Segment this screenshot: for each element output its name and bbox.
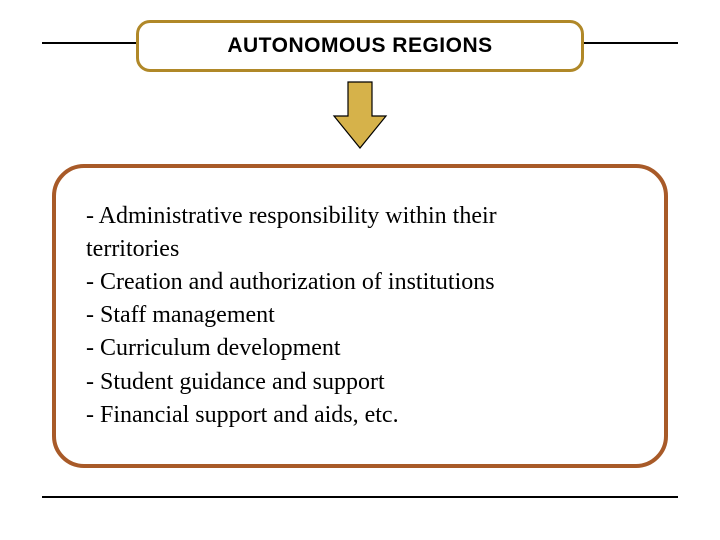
content-box: - Administrative responsibility within t… [52,164,668,468]
title-text: AUTONOMOUS REGIONS [227,34,492,58]
down-arrow-icon [328,78,392,152]
title-box: AUTONOMOUS REGIONS [136,20,584,72]
content-line: - Administrative responsibility within t… [86,200,634,233]
content-line: - Staff management [86,299,634,332]
content-line: - Financial support and aids, etc. [86,399,634,432]
content-line: - Creation and authorization of institut… [86,266,634,299]
content-line: - Curriculum development [86,332,634,365]
content-line: territories [86,233,634,266]
content-line: - Student guidance and support [86,366,634,399]
